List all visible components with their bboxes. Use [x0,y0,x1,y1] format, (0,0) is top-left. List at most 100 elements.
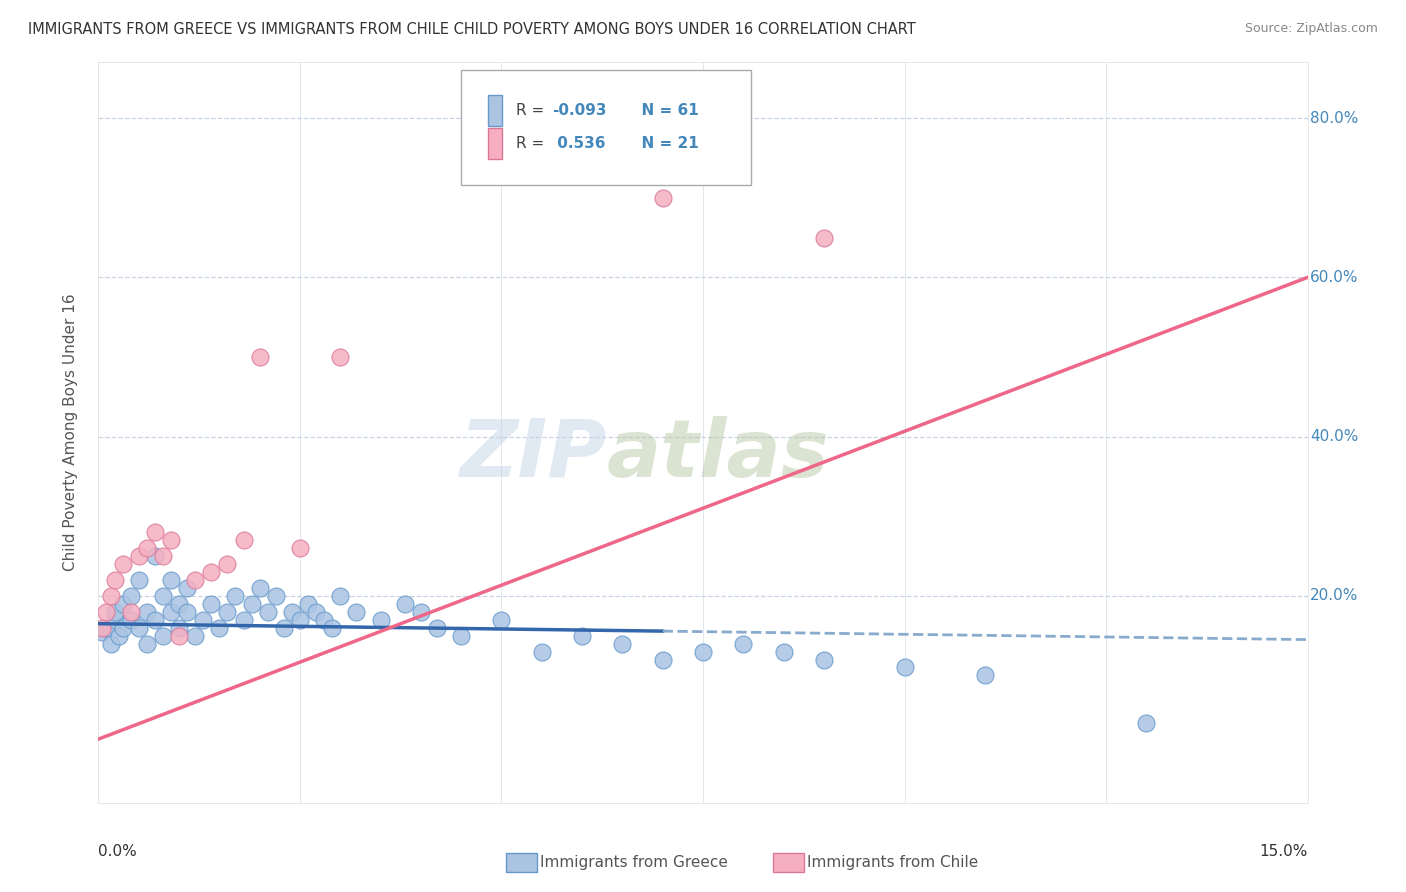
Point [103,613,125,627]
Point [184,629,207,643]
Text: 80.0%: 80.0% [1310,111,1358,126]
Text: IMMIGRANTS FROM GREECE VS IMMIGRANTS FROM CHILE CHILD POVERTY AMONG BOYS UNDER 1: IMMIGRANTS FROM GREECE VS IMMIGRANTS FRO… [28,22,915,37]
Text: N = 21: N = 21 [631,136,699,152]
Point [217,557,239,571]
Point [240,597,263,611]
Point [176,605,198,619]
Point [232,533,254,547]
Point [344,605,367,619]
Point [111,597,134,611]
Point [167,621,190,635]
Text: -0.093: -0.093 [553,103,607,118]
Text: 60.0%: 60.0% [1310,270,1358,285]
Point [249,581,271,595]
Point [111,621,134,635]
Point [152,549,174,563]
Point [772,644,794,658]
Point [91,621,114,635]
Point [128,621,150,635]
Point [530,644,553,658]
Point [249,350,271,364]
Point [256,605,278,619]
Point [128,573,150,587]
Point [128,549,150,563]
Point [974,668,997,682]
Point [100,637,122,651]
Point [321,621,343,635]
Point [120,589,142,603]
Point [96,605,118,619]
Text: R =: R = [516,136,550,152]
Text: 20.0%: 20.0% [1310,589,1358,603]
Text: Immigrants from Chile: Immigrants from Chile [807,855,979,870]
Point [571,629,593,643]
Point [160,605,183,619]
Point [103,605,125,619]
Point [224,589,246,603]
Point [314,613,336,627]
Point [651,652,673,666]
Point [111,557,134,571]
Point [107,629,129,643]
Point [143,525,166,540]
Point [297,597,319,611]
Point [143,613,166,627]
Text: 0.536: 0.536 [553,136,606,152]
Point [152,589,174,603]
Point [893,660,915,674]
Point [91,624,114,639]
Point [329,589,352,603]
Point [264,589,287,603]
Text: Immigrants from Greece: Immigrants from Greece [540,855,728,870]
Point [305,605,328,619]
Point [370,613,392,627]
Point [160,573,183,587]
Point [135,541,157,555]
Point [184,573,207,587]
Point [135,605,157,619]
Point [193,613,215,627]
Point [733,637,755,651]
Point [120,605,142,619]
Point [426,621,449,635]
Point [288,613,311,627]
Text: 0.0%: 0.0% [98,844,138,858]
Text: 40.0%: 40.0% [1310,429,1358,444]
Bar [488,95,502,126]
Text: atlas: atlas [606,416,830,494]
Point [232,613,254,627]
FancyBboxPatch shape [461,70,751,185]
Y-axis label: Child Poverty Among Boys Under 16: Child Poverty Among Boys Under 16 [63,293,77,572]
Text: ZIP: ZIP [458,416,606,494]
Point [1135,716,1157,731]
Point [394,597,416,611]
Point [143,549,166,563]
Point [409,605,432,619]
Text: Source: ZipAtlas.com: Source: ZipAtlas.com [1244,22,1378,36]
Point [135,637,157,651]
Point [329,350,352,364]
Point [167,597,190,611]
Point [813,652,835,666]
Bar [488,128,502,160]
Point [692,644,714,658]
Point [96,621,118,635]
Point [160,533,183,547]
Point [491,613,513,627]
Point [651,191,673,205]
Point [813,230,835,244]
Text: 15.0%: 15.0% [1260,844,1308,858]
Point [120,613,142,627]
Point [208,621,231,635]
Point [612,637,634,651]
Point [217,605,239,619]
Point [176,581,198,595]
Point [103,573,125,587]
Point [200,565,222,579]
Text: R =: R = [516,103,550,118]
Point [200,597,222,611]
Point [152,629,174,643]
Text: N = 61: N = 61 [631,103,699,118]
Point [281,605,304,619]
Point [273,621,295,635]
